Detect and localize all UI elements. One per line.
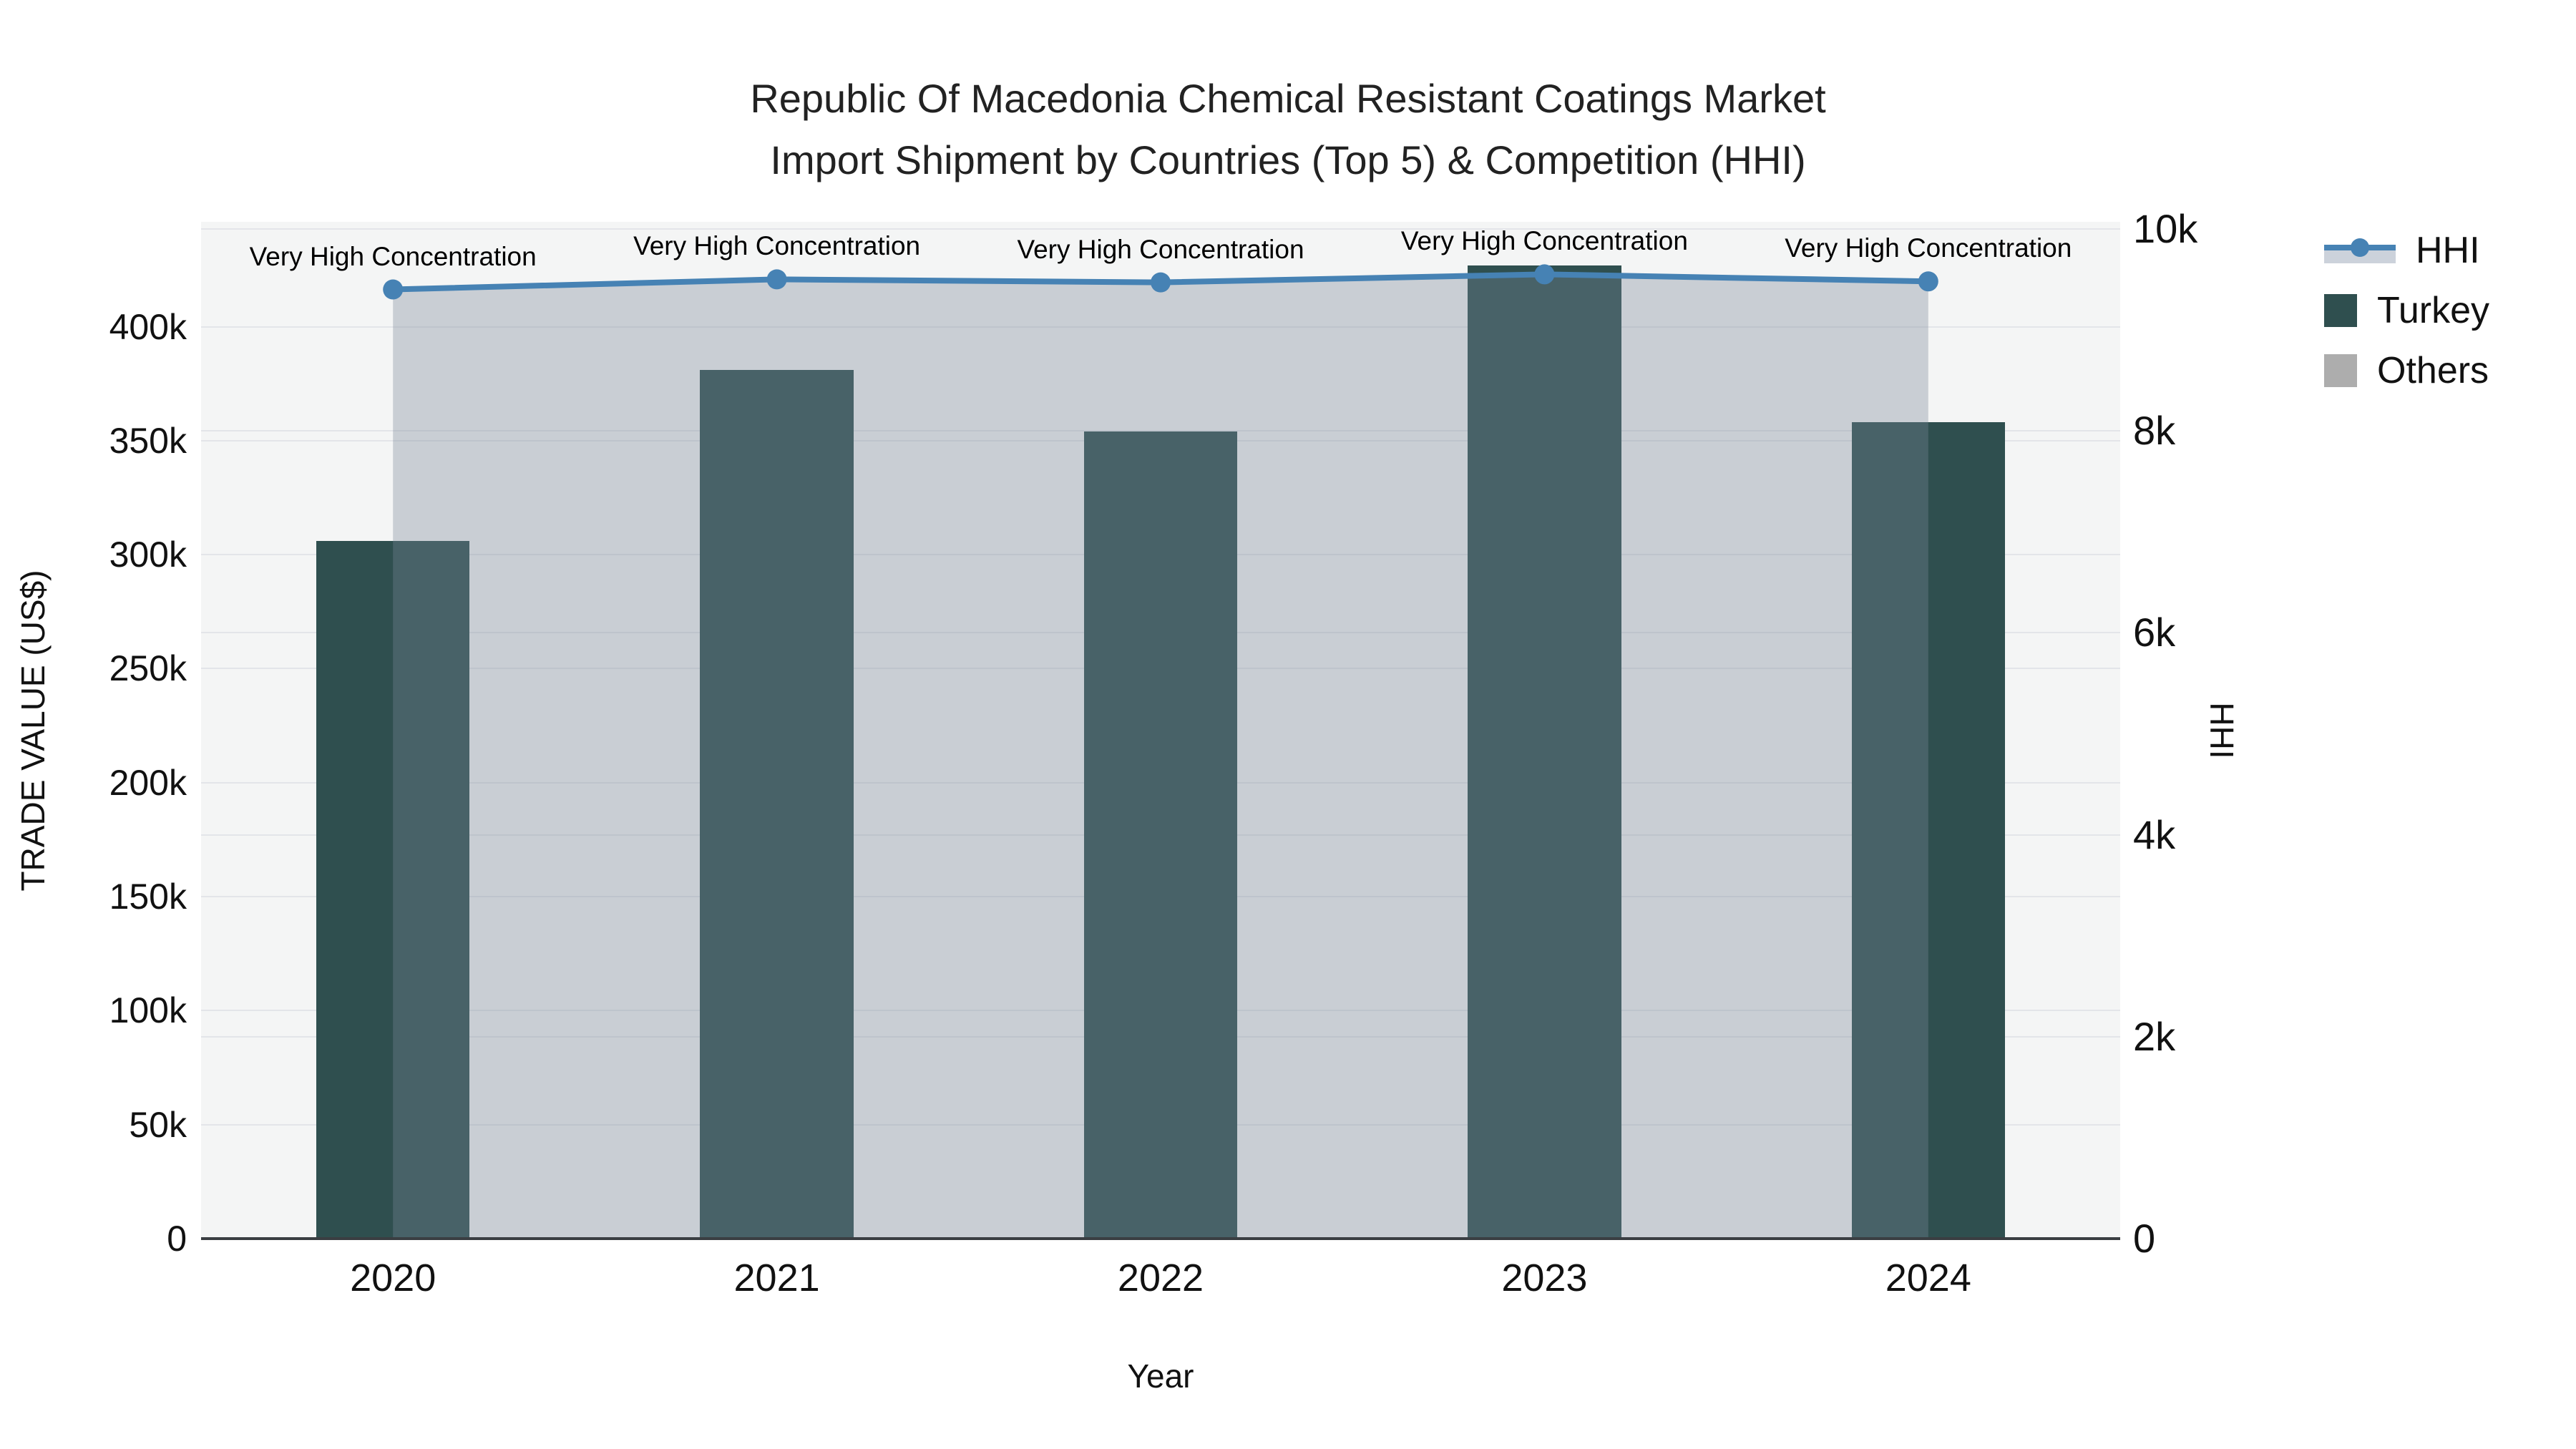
y-left-tick-250k: 250k	[109, 648, 187, 689]
y-left-tick-300k: 300k	[109, 535, 187, 575]
annotation-2021: Very High Concentration	[633, 231, 921, 261]
y-left-tick-50k: 50k	[129, 1104, 187, 1145]
y-left-tick-350k: 350k	[109, 420, 187, 461]
chart-title: Republic Of Macedonia Chemical Resistant…	[0, 68, 2576, 191]
x-tick-2021: 2021	[733, 1257, 820, 1299]
annotation-2024: Very High Concentration	[1785, 233, 2072, 263]
x-tick-2024: 2024	[1885, 1257, 1971, 1299]
hhi-marker-2022[interactable]	[1151, 272, 1171, 293]
gridline	[201, 228, 2120, 230]
y-right-tick-6k: 6k	[2133, 610, 2176, 655]
y-left-tick-200k: 200k	[109, 762, 187, 803]
y-right-tick-0: 0	[2133, 1216, 2156, 1261]
x-axis-title: Year	[1127, 1357, 1194, 1395]
hhi-marker-2023[interactable]	[1534, 264, 1555, 285]
hhi-marker-2020[interactable]	[383, 279, 404, 300]
legend: HHI Turkey Others	[2324, 230, 2489, 391]
annotation-2022: Very High Concentration	[1017, 234, 1304, 264]
x-tick-2022: 2022	[1117, 1257, 1204, 1299]
bar-turkey-2021[interactable]	[700, 370, 854, 1239]
bar-turkey-2020[interactable]	[316, 541, 470, 1239]
bar-turkey-2024[interactable]	[1851, 422, 2006, 1239]
annotation-2020: Very High Concentration	[249, 241, 537, 271]
y-axis-title-right: HHI	[2203, 701, 2240, 759]
y-right-tick-2k: 2k	[2133, 1013, 2176, 1059]
x-tick-2020: 2020	[350, 1257, 436, 1299]
y-left-tick-100k: 100k	[109, 990, 187, 1031]
others-square-swatch-icon	[2324, 354, 2357, 387]
hhi-area-fill	[393, 274, 1928, 1239]
legend-label-turkey: Turkey	[2377, 290, 2489, 331]
y-left-tick-150k: 150k	[109, 877, 187, 917]
chart-title-line2: Import Shipment by Countries (Top 5) & C…	[770, 137, 1806, 182]
y-left-tick-400k: 400k	[109, 306, 187, 347]
hhi-marker-dot-icon	[2351, 238, 2369, 257]
gridline	[201, 326, 2120, 328]
hhi-marker-2024[interactable]	[1918, 271, 1938, 292]
legend-item-turkey[interactable]: Turkey	[2324, 291, 2489, 331]
gridline	[201, 430, 2120, 432]
legend-item-others[interactable]: Others	[2324, 351, 2489, 391]
x-tick-2023: 2023	[1501, 1257, 1588, 1299]
y-right-tick-10k: 10k	[2133, 205, 2198, 251]
hhi-line-swatch-icon	[2324, 230, 2396, 270]
legend-label-hhi: HHI	[2416, 230, 2480, 271]
hhi-marker-2021[interactable]	[766, 269, 787, 290]
y-right-tick-8k: 8k	[2133, 408, 2176, 454]
y-right-tick-4k: 4k	[2133, 811, 2176, 857]
annotation-2023: Very High Concentration	[1400, 226, 1688, 256]
y-axis-title-left: TRADE VALUE (US$)	[14, 569, 52, 892]
turkey-square-swatch-icon	[2324, 294, 2357, 327]
bar-turkey-2023[interactable]	[1468, 265, 1621, 1239]
legend-item-hhi[interactable]: HHI	[2324, 230, 2489, 270]
bar-turkey-2022[interactable]	[1083, 431, 1238, 1239]
y-left-tick-0: 0	[167, 1219, 187, 1259]
chart-title-line1: Republic Of Macedonia Chemical Resistant…	[750, 76, 1826, 121]
x-axis-line	[201, 1237, 2120, 1240]
legend-label-others: Others	[2377, 350, 2489, 391]
